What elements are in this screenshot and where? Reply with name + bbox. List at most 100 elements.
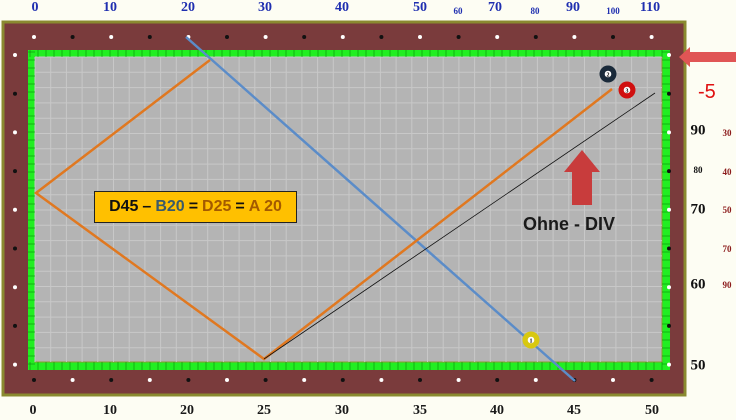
diamond [263,378,268,382]
diamond [495,378,500,382]
diamond [533,378,538,382]
diamond [70,378,75,382]
blue-cue-line [185,36,576,382]
diamond [109,35,114,39]
bottom-scale-label: 30 [335,403,349,418]
reference-line [263,92,656,360]
diamond [667,246,671,251]
bottom-scale-label: 50 [645,403,659,418]
diamond [649,378,654,382]
diamond [13,246,17,251]
correction-value: -5 [698,81,716,103]
diamond [109,378,114,382]
diamond [667,91,671,96]
top-scale-label: 0 [31,0,39,15]
right-scale-label: 90 [690,122,706,139]
right-secondary-label: 50 [722,205,732,215]
top-scale-label: 60 [453,6,463,16]
left-arrow-icon [679,47,736,67]
ball-number: 2 [607,72,610,78]
bottom-scale-label: 40 [490,403,504,418]
diamond [32,378,36,382]
bottom-scale-label: 10 [103,403,117,418]
diamond [667,130,671,135]
diamond [495,35,500,39]
diamond [13,323,17,328]
right-scale-label: 70 [690,201,706,218]
formula-b: B20 [155,198,185,215]
up-arrow-icon [564,150,600,205]
diamond [13,207,17,212]
right-scale-label: 80 [693,165,703,175]
top-scale-label: 80 [530,6,540,16]
diamond [379,378,384,382]
diamond [70,35,75,39]
ball-number-spot [623,86,631,94]
orange-ball-path [33,59,613,361]
right-secondary-label: 70 [722,244,732,254]
top-scale-label: 70 [488,0,502,15]
diamond [13,285,17,290]
formula-dash: – [142,198,152,215]
diamond [340,35,345,39]
formula-d2: D25 [202,198,232,215]
diamond [340,378,345,382]
note-text: Ohne - DIV [523,214,616,234]
formula-box: D45 – B20 = D25 = A 20 [94,191,297,223]
diamond [225,35,229,39]
diamond [225,378,229,382]
diamond [13,53,17,57]
diamond [302,35,307,39]
top-scale-label: 90 [566,0,580,15]
right-secondary-label: 90 [722,280,732,290]
ball-number: 3 [626,88,629,94]
diamond [302,378,307,382]
ball-number-spot [527,336,535,344]
diamond [13,362,17,367]
diamond [186,378,191,382]
bottom-scale-label: 45 [567,403,581,418]
bottom-scale-label: 25 [257,403,271,418]
ball-number: 1 [530,338,533,344]
diamond [263,35,268,39]
top-scale-label: 40 [335,0,349,15]
right-scale-label: 60 [690,276,706,293]
diamond [456,35,461,39]
diamond [649,35,654,39]
diamond [572,35,577,39]
diamond [667,323,671,328]
diamond [667,362,671,367]
diamond [418,378,422,382]
formula-a: A 20 [248,198,282,215]
diamond [611,378,615,382]
formula-d: D45 [109,198,139,215]
bottom-scale-label: 0 [29,403,37,418]
formula-eq2: = [235,198,245,215]
bottom-scale-label: 20 [180,403,194,418]
top-scale-label: 110 [639,0,661,15]
right-secondary-label: 40 [722,167,732,177]
right-secondary-label: 30 [722,128,732,138]
diamond [379,35,384,39]
top-scale-label: 100 [606,6,620,16]
diamond [147,378,152,382]
top-scale-label: 10 [103,0,117,15]
diamond [667,207,671,212]
top-scale-label: 30 [258,0,272,15]
diamond [456,378,461,382]
diamond [533,35,538,39]
diamond [418,35,422,39]
diamond [13,169,17,174]
diamond [667,53,671,57]
diamond [13,91,17,96]
diamond [13,130,17,135]
diamond [147,35,152,39]
right-scale-label: 50 [690,357,706,374]
diamond [32,35,36,39]
bottom-scale-label: 35 [413,403,427,418]
top-scale-label: 50 [413,0,427,15]
top-scale-label: 20 [181,0,195,15]
diamond [667,285,671,290]
diamond [667,169,671,174]
